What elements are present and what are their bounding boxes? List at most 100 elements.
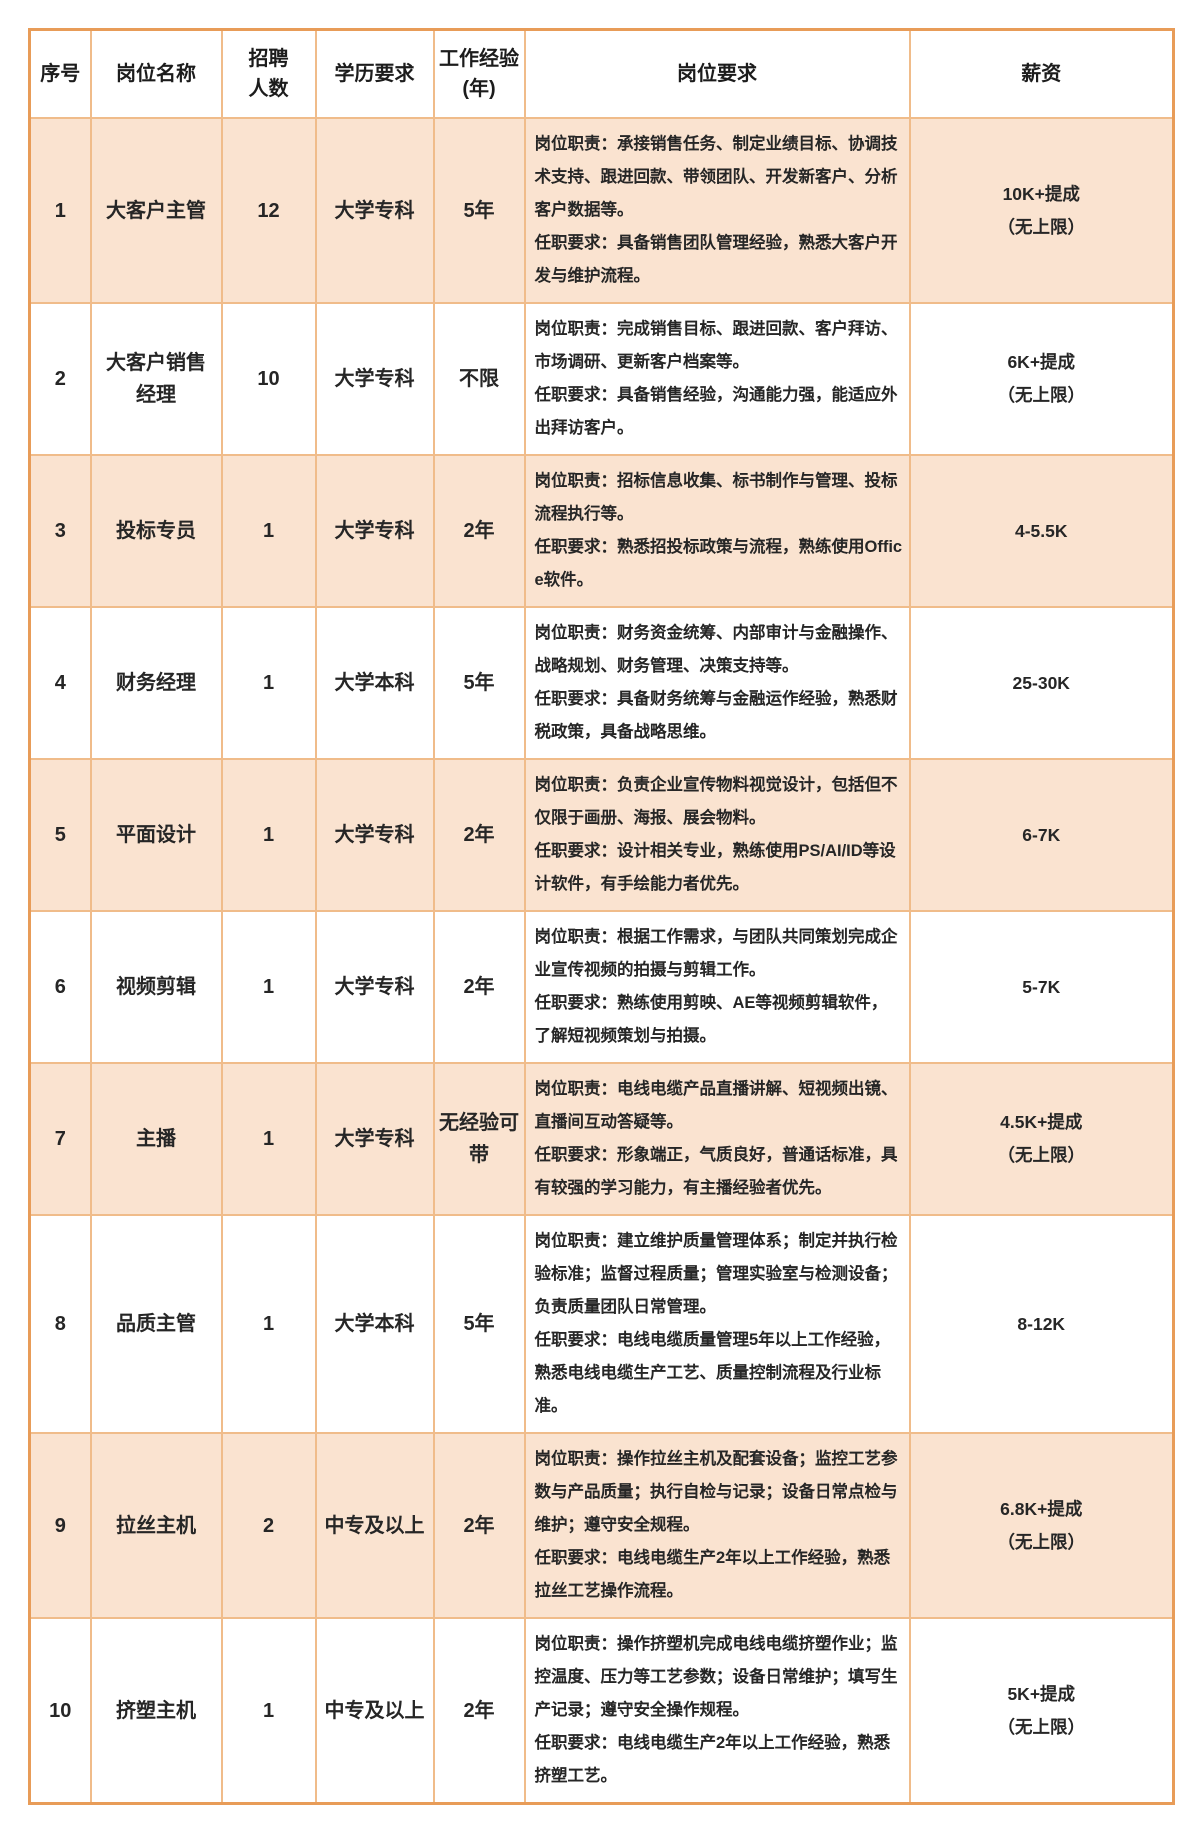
cell-experience: 5年 <box>432 606 526 760</box>
cell-education: 大学本科 <box>314 606 435 760</box>
cell-seq: 1 <box>28 117 92 304</box>
job-table: 序号 岗位名称 招聘 人数 学历要求 工作经验 (年) 岗位要求 薪资 1 大客… <box>28 28 1175 1805</box>
require-text: 任职要求：熟练使用剪映、AE等视频剪辑软件，了解短视频策划与拍摄。 <box>534 994 888 1045</box>
table-row: 10 挤塑主机 1 中专及以上 2年 岗位职责：操作挤塑机完成电线电缆挤塑作业；… <box>28 1617 1175 1805</box>
cell-seq: 6 <box>28 910 92 1064</box>
cell-headcount: 1 <box>220 1062 317 1216</box>
cell-seq: 3 <box>28 454 92 608</box>
duty-text: 岗位职责：招标信息收集、标书制作与管理、投标流程执行等。 <box>534 472 898 523</box>
table-row: 4 财务经理 1 大学本科 5年 岗位职责：财务资金统筹、内部审计与金融操作、战… <box>28 606 1175 760</box>
col-header-experience: 工作经验 (年) <box>432 28 526 119</box>
cell-education: 大学专科 <box>314 117 435 304</box>
cell-position: 大客户销售经理 <box>89 302 223 456</box>
cell-seq: 10 <box>28 1617 92 1805</box>
cell-position: 平面设计 <box>89 758 223 912</box>
cell-requirements: 岗位职责：承接销售任务、制定业绩目标、协调技术支持、跟进回款、带领团队、开发新客… <box>523 117 911 304</box>
cell-requirements: 岗位职责：操作拉丝主机及配套设备；监控工艺参数与产品质量；执行自检与记录；设备日… <box>523 1432 911 1619</box>
cell-position: 挤塑主机 <box>89 1617 223 1805</box>
cell-experience: 2年 <box>432 1617 526 1805</box>
cell-education: 大学专科 <box>314 302 435 456</box>
col-header-seq: 序号 <box>28 28 92 119</box>
cell-seq: 2 <box>28 302 92 456</box>
col-header-headcount: 招聘 人数 <box>220 28 317 119</box>
cell-experience: 无经验可带 <box>432 1062 526 1216</box>
col-header-position: 岗位名称 <box>89 28 223 119</box>
cell-position: 视频剪辑 <box>89 910 223 1064</box>
table-row: 1 大客户主管 12 大学专科 5年 岗位职责：承接销售任务、制定业绩目标、协调… <box>28 117 1175 304</box>
cell-requirements: 岗位职责：电线电缆产品直播讲解、短视频出镜、直播间互动答疑等。 任职要求：形象端… <box>523 1062 911 1216</box>
table-row: 2 大客户销售经理 10 大学专科 不限 岗位职责：完成销售目标、跟进回款、客户… <box>28 302 1175 456</box>
cell-headcount: 1 <box>220 606 317 760</box>
duty-text: 岗位职责：电线电缆产品直播讲解、短视频出镜、直播间互动答疑等。 <box>534 1080 898 1131</box>
cell-position: 投标专员 <box>89 454 223 608</box>
cell-experience: 5年 <box>432 117 526 304</box>
cell-requirements: 岗位职责：负责企业宣传物料视觉设计，包括但不仅限于画册、海报、展会物料。 任职要… <box>523 758 911 912</box>
cell-salary: 5K+提成 （无上限） <box>908 1617 1175 1805</box>
table-row: 5 平面设计 1 大学专科 2年 岗位职责：负责企业宣传物料视觉设计，包括但不仅… <box>28 758 1175 912</box>
col-header-education: 学历要求 <box>314 28 435 119</box>
require-text: 任职要求：电线电缆生产2年以上工作经验，熟悉挤塑工艺。 <box>534 1734 891 1785</box>
duty-text: 岗位职责：负责企业宣传物料视觉设计，包括但不仅限于画册、海报、展会物料。 <box>534 776 898 827</box>
cell-headcount: 1 <box>220 758 317 912</box>
require-text: 任职要求：电线电缆生产2年以上工作经验，熟悉拉丝工艺操作流程。 <box>534 1549 891 1600</box>
cell-salary: 25-30K <box>908 606 1175 760</box>
cell-requirements: 岗位职责：招标信息收集、标书制作与管理、投标流程执行等。 任职要求：熟悉招投标政… <box>523 454 911 608</box>
cell-salary: 4.5K+提成 （无上限） <box>908 1062 1175 1216</box>
require-text: 任职要求：电线电缆质量管理5年以上工作经验，熟悉电线电缆生产工艺、质量控制流程及… <box>534 1331 891 1415</box>
cell-experience: 不限 <box>432 302 526 456</box>
cell-position: 财务经理 <box>89 606 223 760</box>
col-header-salary: 薪资 <box>908 28 1175 119</box>
table-row: 6 视频剪辑 1 大学专科 2年 岗位职责：根据工作需求，与团队共同策划完成企业… <box>28 910 1175 1064</box>
duty-text: 岗位职责：建立维护质量管理体系；制定并执行检验标准；监督过程质量；管理实验室与检… <box>534 1232 898 1316</box>
cell-salary: 8-12K <box>908 1214 1175 1434</box>
require-text: 任职要求：具备财务统筹与金融运作经验，熟悉财税政策，具备战略思维。 <box>534 690 898 741</box>
cell-salary: 6.8K+提成 （无上限） <box>908 1432 1175 1619</box>
table-header: 序号 岗位名称 招聘 人数 学历要求 工作经验 (年) 岗位要求 薪资 <box>28 28 1175 119</box>
cell-requirements: 岗位职责：根据工作需求，与团队共同策划完成企业宣传视频的拍摄与剪辑工作。 任职要… <box>523 910 911 1064</box>
duty-text: 岗位职责：财务资金统筹、内部审计与金融操作、战略规划、财务管理、决策支持等。 <box>534 624 898 675</box>
table-row: 3 投标专员 1 大学专科 2年 岗位职责：招标信息收集、标书制作与管理、投标流… <box>28 454 1175 608</box>
header-row: 序号 岗位名称 招聘 人数 学历要求 工作经验 (年) 岗位要求 薪资 <box>28 28 1175 119</box>
cell-seq: 9 <box>28 1432 92 1619</box>
require-text: 任职要求：形象端正，气质良好，普通话标准，具有较强的学习能力，有主播经验者优先。 <box>534 1146 898 1197</box>
cell-salary: 6K+提成 （无上限） <box>908 302 1175 456</box>
duty-text: 岗位职责：操作拉丝主机及配套设备；监控工艺参数与产品质量；执行自检与记录；设备日… <box>534 1450 898 1534</box>
cell-education: 中专及以上 <box>314 1617 435 1805</box>
cell-salary: 6-7K <box>908 758 1175 912</box>
table-row: 7 主播 1 大学专科 无经验可带 岗位职责：电线电缆产品直播讲解、短视频出镜、… <box>28 1062 1175 1216</box>
duty-text: 岗位职责：完成销售目标、跟进回款、客户拜访、市场调研、更新客户档案等。 <box>534 320 898 371</box>
cell-experience: 2年 <box>432 1432 526 1619</box>
cell-headcount: 10 <box>220 302 317 456</box>
cell-education: 中专及以上 <box>314 1432 435 1619</box>
cell-seq: 4 <box>28 606 92 760</box>
cell-headcount: 1 <box>220 1617 317 1805</box>
require-text: 任职要求：熟悉招投标政策与流程，熟练使用Office软件。 <box>534 538 903 589</box>
cell-education: 大学本科 <box>314 1214 435 1434</box>
cell-requirements: 岗位职责：操作挤塑机完成电线电缆挤塑作业；监控温度、压力等工艺参数；设备日常维护… <box>523 1617 911 1805</box>
cell-experience: 2年 <box>432 454 526 608</box>
require-text: 任职要求：具备销售团队管理经验，熟悉大客户开发与维护流程。 <box>534 234 898 285</box>
require-text: 任职要求：设计相关专业，熟练使用PS/AI/ID等设计软件，有手绘能力者优先。 <box>534 842 896 893</box>
table-row: 9 拉丝主机 2 中专及以上 2年 岗位职责：操作拉丝主机及配套设备；监控工艺参… <box>28 1432 1175 1619</box>
col-header-requirements: 岗位要求 <box>523 28 911 119</box>
cell-headcount: 1 <box>220 1214 317 1434</box>
cell-headcount: 1 <box>220 910 317 1064</box>
cell-requirements: 岗位职责：财务资金统筹、内部审计与金融操作、战略规划、财务管理、决策支持等。 任… <box>523 606 911 760</box>
cell-salary: 10K+提成 （无上限） <box>908 117 1175 304</box>
duty-text: 岗位职责：承接销售任务、制定业绩目标、协调技术支持、跟进回款、带领团队、开发新客… <box>534 135 898 219</box>
cell-education: 大学专科 <box>314 454 435 608</box>
duty-text: 岗位职责：操作挤塑机完成电线电缆挤塑作业；监控温度、压力等工艺参数；设备日常维护… <box>534 1635 898 1719</box>
cell-headcount: 2 <box>220 1432 317 1619</box>
cell-position: 主播 <box>89 1062 223 1216</box>
cell-education: 大学专科 <box>314 910 435 1064</box>
cell-education: 大学专科 <box>314 1062 435 1216</box>
cell-seq: 7 <box>28 1062 92 1216</box>
cell-position: 大客户主管 <box>89 117 223 304</box>
cell-requirements: 岗位职责：建立维护质量管理体系；制定并执行检验标准；监督过程质量；管理实验室与检… <box>523 1214 911 1434</box>
cell-experience: 5年 <box>432 1214 526 1434</box>
cell-headcount: 1 <box>220 454 317 608</box>
cell-education: 大学专科 <box>314 758 435 912</box>
duty-text: 岗位职责：根据工作需求，与团队共同策划完成企业宣传视频的拍摄与剪辑工作。 <box>534 928 898 979</box>
cell-seq: 8 <box>28 1214 92 1434</box>
cell-experience: 2年 <box>432 910 526 1064</box>
